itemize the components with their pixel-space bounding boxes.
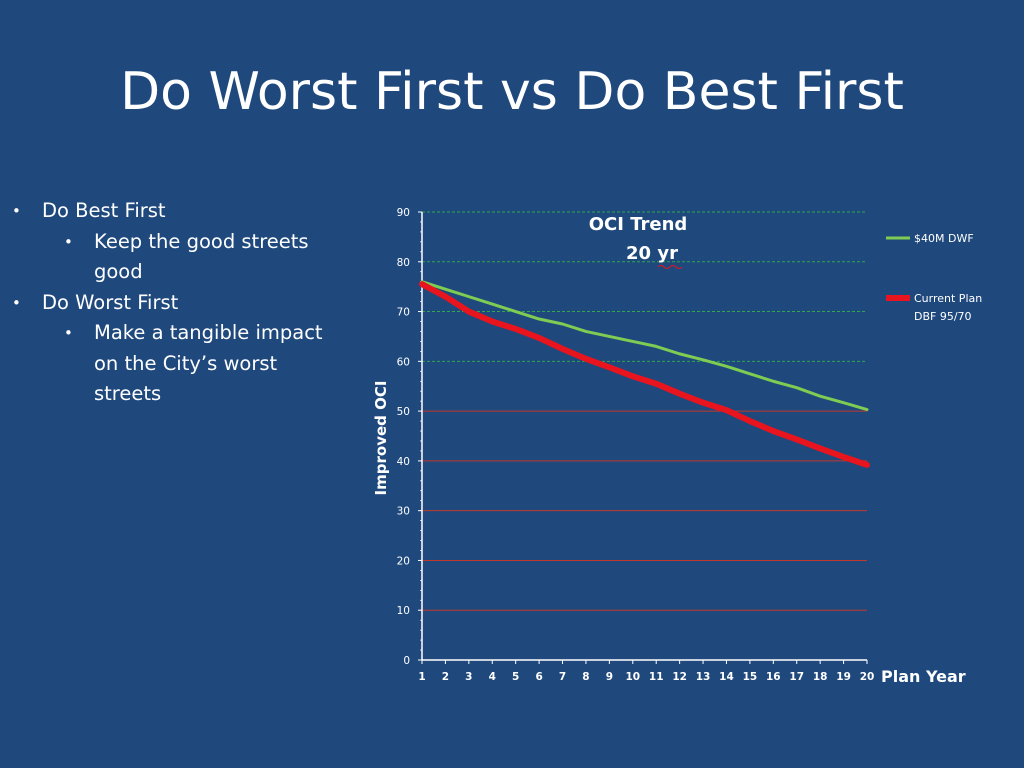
y-tick-label: 80 xyxy=(397,257,410,269)
y-tick-label: 90 xyxy=(397,207,410,219)
x-tick-label: 5 xyxy=(512,671,519,683)
x-tick-label: 11 xyxy=(649,671,664,683)
bullet-text: Do Best First xyxy=(42,199,166,222)
bullet-icon: • xyxy=(12,293,21,312)
y-tick-label: 50 xyxy=(397,406,410,418)
x-tick-label: 13 xyxy=(696,671,711,683)
x-tick-label: 18 xyxy=(813,671,828,683)
sub-bullet-item: • Make a tangible impact on the City’s w… xyxy=(12,318,342,410)
bullet-icon: • xyxy=(12,202,21,220)
x-tick-label: 3 xyxy=(465,671,472,683)
bullet-icon: • xyxy=(64,232,73,251)
legend-label: $40M DWF xyxy=(914,232,974,245)
legend-label: DBF 95/70 xyxy=(914,310,972,323)
x-tick-label: 19 xyxy=(836,671,851,683)
x-tick-label: 16 xyxy=(766,671,781,683)
y-tick-label: 40 xyxy=(397,456,410,468)
x-axis-label: Plan Year xyxy=(881,667,966,686)
y-tick-label: 10 xyxy=(397,605,410,617)
x-tick-label: 4 xyxy=(489,671,496,683)
sub-bullet-text: Make a tangible impact on the City’s wor… xyxy=(94,321,323,405)
bullet-list: • Do Best First • Keep the good streets … xyxy=(12,196,342,410)
chart-title: OCI Trend xyxy=(589,214,688,235)
y-axis-label: Improved OCI xyxy=(372,381,390,496)
y-tick-label: 30 xyxy=(397,506,410,518)
bullet-text: Do Worst First xyxy=(42,290,179,314)
chart-subtitle: 20 yr xyxy=(626,243,678,264)
spellcheck-squiggle-icon xyxy=(657,265,683,269)
x-tick-label: 17 xyxy=(789,671,804,683)
legend-label: Current Plan xyxy=(914,292,982,305)
bullet-icon: • xyxy=(64,324,73,342)
x-tick-label: 2 xyxy=(442,671,449,683)
x-tick-label: 6 xyxy=(535,671,542,683)
slide-title: Do Worst First vs Do Best First xyxy=(120,62,904,122)
x-tick-label: 12 xyxy=(672,671,687,683)
x-tick-label: 14 xyxy=(719,671,734,683)
x-tick-label: 1 xyxy=(418,671,425,683)
y-tick-label: 60 xyxy=(397,356,410,368)
x-tick-label: 15 xyxy=(743,671,758,683)
sub-bullet-item: • Keep the good streets good xyxy=(12,227,342,288)
x-tick-label: 7 xyxy=(559,671,566,683)
x-tick-label: 9 xyxy=(606,671,613,683)
y-tick-label: 70 xyxy=(397,307,410,319)
y-tick-label: 20 xyxy=(397,555,410,567)
bullet-item: • Do Best First xyxy=(12,196,342,227)
x-tick-label: 20 xyxy=(860,671,875,683)
y-tick-label: 0 xyxy=(403,655,410,667)
x-tick-label: 8 xyxy=(582,671,589,683)
series-line-2 xyxy=(419,281,870,468)
bullet-item: • Do Worst First xyxy=(12,288,342,319)
sub-bullet-text: Keep the good streets good xyxy=(94,229,309,284)
x-tick-label: 10 xyxy=(625,671,640,683)
series-line-1 xyxy=(420,280,869,412)
